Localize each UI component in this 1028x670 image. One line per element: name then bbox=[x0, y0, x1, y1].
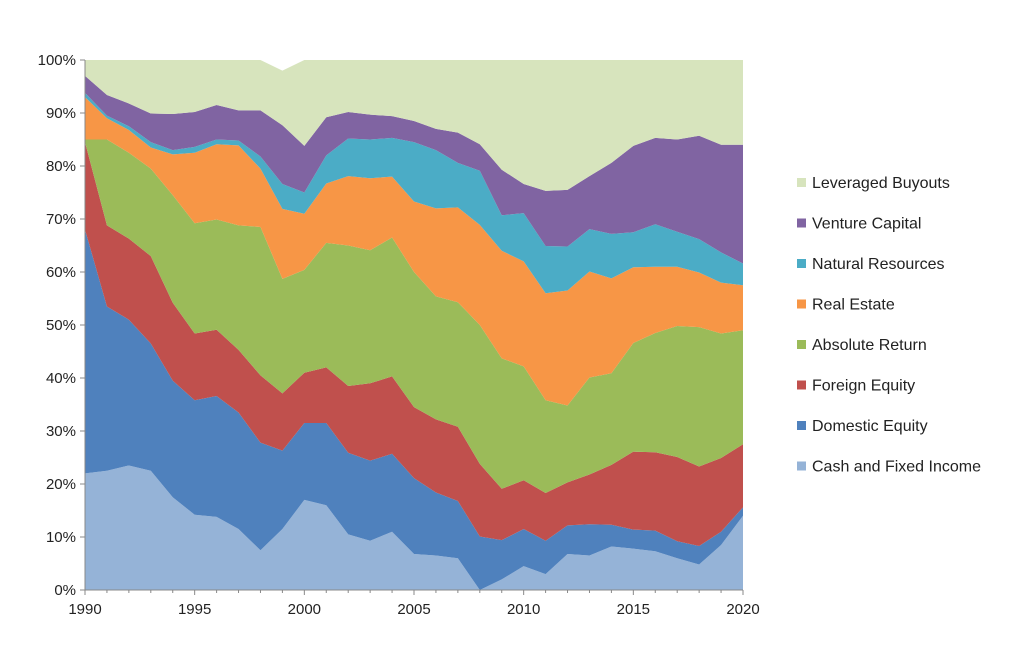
y-axis-ticks: 0% 10% 20% 30% 40% 50% 60% 70% 80% 90% 100% bbox=[38, 52, 85, 599]
legend: Leveraged Buyouts Venture Capital Natural … bbox=[797, 175, 981, 476]
legend-swatch-natural-resources bbox=[797, 259, 806, 268]
x-tick-label: 2010 bbox=[507, 601, 540, 618]
y-tick-label: 70% bbox=[46, 211, 76, 228]
x-axis-ticks: 1990 1995 2000 2005 2010 2015 2020 bbox=[68, 590, 760, 618]
y-tick-label: 80% bbox=[46, 158, 76, 175]
area-cash-and-fixed-income bbox=[85, 465, 743, 590]
y-tick-label: 60% bbox=[46, 264, 76, 281]
area-real-estate bbox=[85, 97, 743, 406]
area-series-group bbox=[85, 60, 743, 590]
x-tick-label: 2020 bbox=[726, 601, 759, 618]
y-tick-label: 40% bbox=[46, 370, 76, 387]
legend-label-real-estate: Real Estate bbox=[812, 297, 895, 314]
x-tick-label: 2005 bbox=[397, 601, 430, 618]
legend-swatch-real-estate bbox=[797, 299, 806, 309]
area-domestic-equity bbox=[85, 229, 743, 590]
y-tick-label: 100% bbox=[38, 52, 76, 69]
legend-label-venture-capital: Venture Capital bbox=[812, 216, 921, 233]
x-tick-label: 2000 bbox=[288, 601, 321, 618]
y-tick-label: 90% bbox=[46, 105, 76, 122]
legend-swatch-cash-and-fixed-income bbox=[797, 461, 806, 471]
legend-swatch-foreign-equity bbox=[797, 380, 806, 390]
area-absolute-return bbox=[85, 139, 743, 494]
legend-label-cash-and-fixed-income: Cash and Fixed Income bbox=[812, 459, 981, 476]
area-leveraged-buyouts bbox=[85, 60, 743, 191]
area-foreign-equity bbox=[85, 142, 743, 547]
legend-swatch-absolute-return bbox=[797, 340, 806, 349]
area-natural-resources bbox=[85, 92, 743, 294]
legend-label-natural-resources: Natural Resources bbox=[812, 256, 945, 273]
y-tick-label: 50% bbox=[46, 317, 76, 334]
x-tick-label: 2015 bbox=[617, 601, 650, 618]
y-tick-label: 20% bbox=[46, 476, 76, 493]
legend-label-foreign-equity: Foreign Equity bbox=[812, 378, 915, 395]
x-tick-label: 1995 bbox=[178, 601, 211, 618]
area-venture-capital bbox=[85, 75, 743, 264]
y-tick-label: 0% bbox=[54, 582, 76, 599]
x-tick-label: 1990 bbox=[68, 601, 101, 618]
legend-label-leveraged-buyouts: Leveraged Buyouts bbox=[812, 175, 950, 192]
legend-swatch-venture-capital bbox=[797, 218, 806, 228]
legend-swatch-leveraged-buyouts bbox=[797, 178, 806, 187]
legend-label-domestic-equity: Domestic Equity bbox=[812, 418, 928, 435]
y-tick-label: 30% bbox=[46, 423, 76, 440]
y-tick-label: 10% bbox=[46, 529, 76, 546]
legend-label-absolute-return: Absolute Return bbox=[812, 337, 927, 354]
legend-swatch-domestic-equity bbox=[797, 421, 806, 430]
